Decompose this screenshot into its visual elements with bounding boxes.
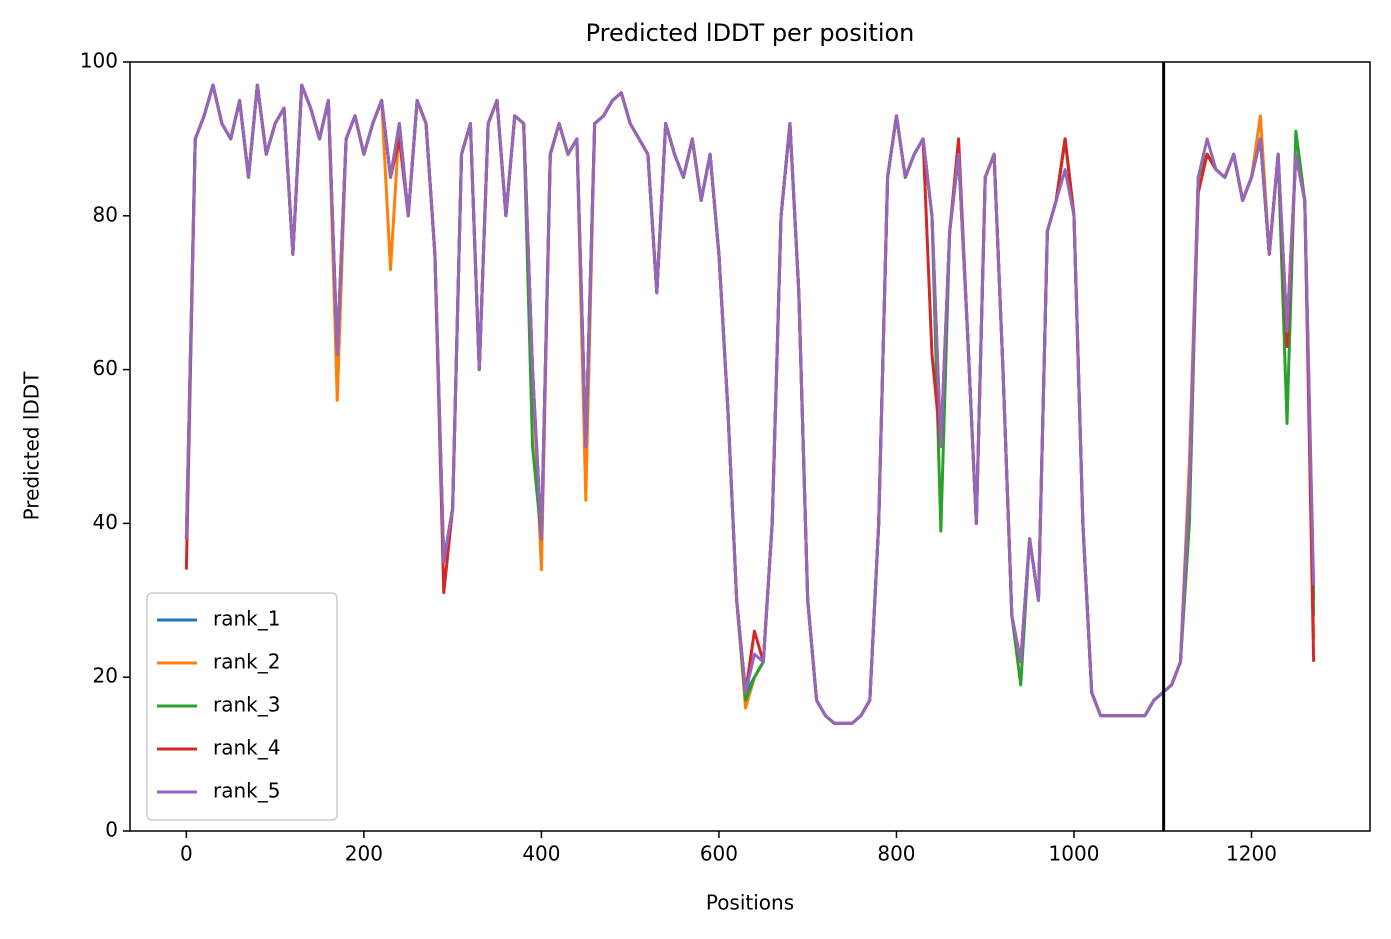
x-tick-label: 600 — [700, 842, 738, 866]
legend-label: rank_5 — [213, 779, 280, 803]
axes-frame — [129, 61, 1371, 832]
y-axis-label: Predicted lDDT — [20, 371, 44, 521]
y-tick-label: 80 — [93, 202, 118, 226]
x-tick-label: 400 — [522, 842, 560, 866]
legend-label: rank_2 — [213, 650, 280, 674]
legend-label: rank_3 — [213, 693, 280, 717]
x-axis-label: Positions — [706, 891, 794, 915]
chart-title: Predicted lDDT per position — [586, 19, 915, 47]
legend-label: rank_4 — [213, 736, 280, 760]
y-tick-label: 0 — [105, 818, 118, 842]
x-tick-label: 800 — [877, 842, 915, 866]
y-tick-label: 100 — [80, 49, 118, 73]
x-tick-label: 0 — [180, 842, 193, 866]
y-tick-label: 20 — [93, 664, 118, 688]
legend-box — [146, 592, 338, 821]
x-tick-label: 200 — [345, 842, 383, 866]
series-line — [184, 83, 1316, 725]
y-tick-label: 60 — [93, 356, 118, 380]
legend-label: rank_1 — [213, 607, 280, 631]
x-tick-label: 1000 — [1049, 842, 1100, 866]
x-tick-label: 1200 — [1226, 842, 1277, 866]
y-tick-label: 40 — [93, 510, 118, 534]
